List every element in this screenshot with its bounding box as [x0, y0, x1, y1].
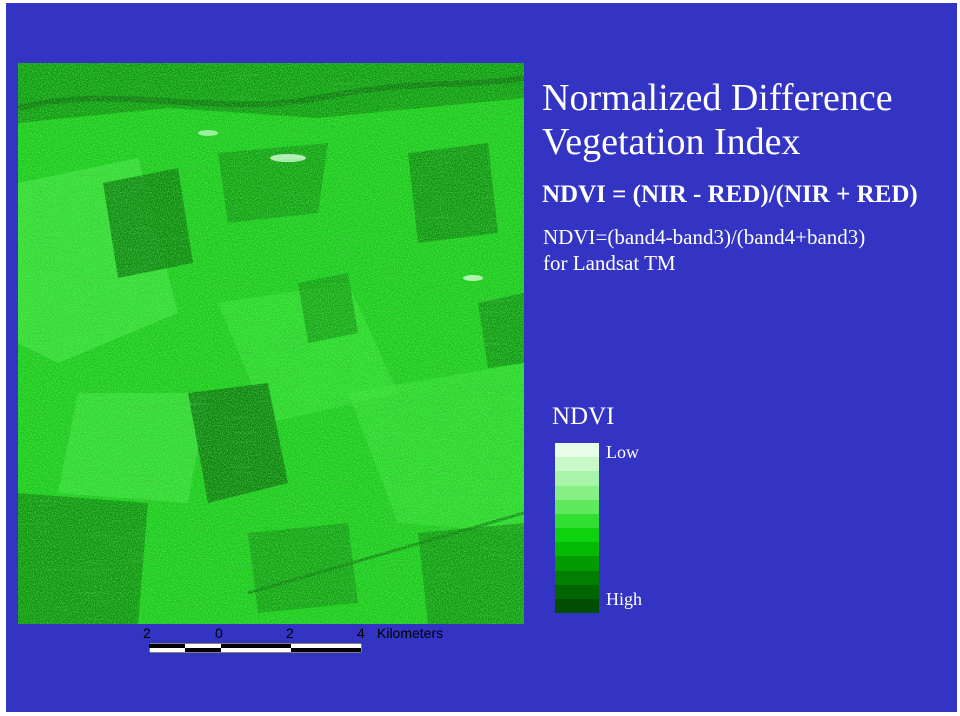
legend-swatch: [555, 499, 599, 514]
landsat-note: for Landsat TM: [543, 251, 676, 275]
legend-swatch: [555, 570, 599, 585]
legend-swatch: [555, 584, 599, 599]
legend-color-ramp: [555, 443, 599, 614]
landsat-formula: NDVI=(band4-band3)/(band4+band3): [543, 225, 866, 249]
legend-swatch: [555, 513, 599, 529]
scale-label-2: 2: [286, 625, 294, 641]
ndvi-formula: NDVI = (NIR - RED)/(NIR + RED): [542, 181, 918, 208]
scale-label-0: 0: [215, 625, 223, 641]
scale-unit-label: Kilometers: [377, 625, 444, 641]
legend-swatch: [555, 457, 599, 472]
legend-high-label: High: [606, 589, 642, 609]
legend-swatch: [555, 443, 599, 458]
legend-swatch: [555, 471, 599, 486]
slide-title-text: Normalized Difference Vegetation Index: [542, 77, 893, 163]
legend-title: NDVI: [552, 403, 615, 430]
scale-label-2-left: 2: [143, 625, 151, 641]
legend-swatch: [555, 542, 599, 557]
scale-label-4: 4: [357, 625, 365, 641]
legend-swatch: [555, 598, 599, 614]
slide-title: Normalized Difference Vegetation Index: [542, 76, 893, 164]
ndvi-satellite-image: [18, 63, 524, 624]
scale-bar: [149, 643, 362, 653]
legend-swatch: [555, 556, 599, 571]
legend-low-label: Low: [606, 442, 639, 462]
legend-swatch: [555, 528, 599, 543]
legend-swatch: [555, 485, 599, 500]
